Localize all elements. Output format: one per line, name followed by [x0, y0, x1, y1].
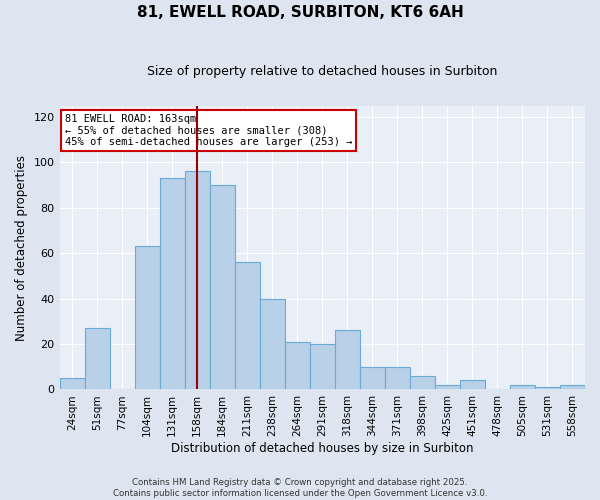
Bar — [535, 387, 560, 390]
Bar — [160, 178, 185, 390]
Y-axis label: Number of detached properties: Number of detached properties — [15, 154, 28, 340]
Text: 81, EWELL ROAD, SURBITON, KT6 6AH: 81, EWELL ROAD, SURBITON, KT6 6AH — [137, 5, 463, 20]
Bar — [285, 342, 310, 390]
X-axis label: Distribution of detached houses by size in Surbiton: Distribution of detached houses by size … — [171, 442, 473, 455]
Text: Contains HM Land Registry data © Crown copyright and database right 2025.
Contai: Contains HM Land Registry data © Crown c… — [113, 478, 487, 498]
Bar — [310, 344, 335, 390]
Bar — [385, 366, 410, 390]
Bar — [185, 172, 209, 390]
Bar — [260, 298, 285, 390]
Bar — [235, 262, 260, 390]
Bar — [360, 366, 385, 390]
Bar — [460, 380, 485, 390]
Bar — [134, 246, 160, 390]
Bar — [560, 385, 585, 390]
Bar — [510, 385, 535, 390]
Text: 81 EWELL ROAD: 163sqm
← 55% of detached houses are smaller (308)
45% of semi-det: 81 EWELL ROAD: 163sqm ← 55% of detached … — [65, 114, 352, 148]
Title: Size of property relative to detached houses in Surbiton: Size of property relative to detached ho… — [147, 65, 497, 78]
Bar — [85, 328, 110, 390]
Bar — [335, 330, 360, 390]
Bar — [435, 385, 460, 390]
Bar — [209, 185, 235, 390]
Bar — [410, 376, 435, 390]
Bar — [59, 378, 85, 390]
